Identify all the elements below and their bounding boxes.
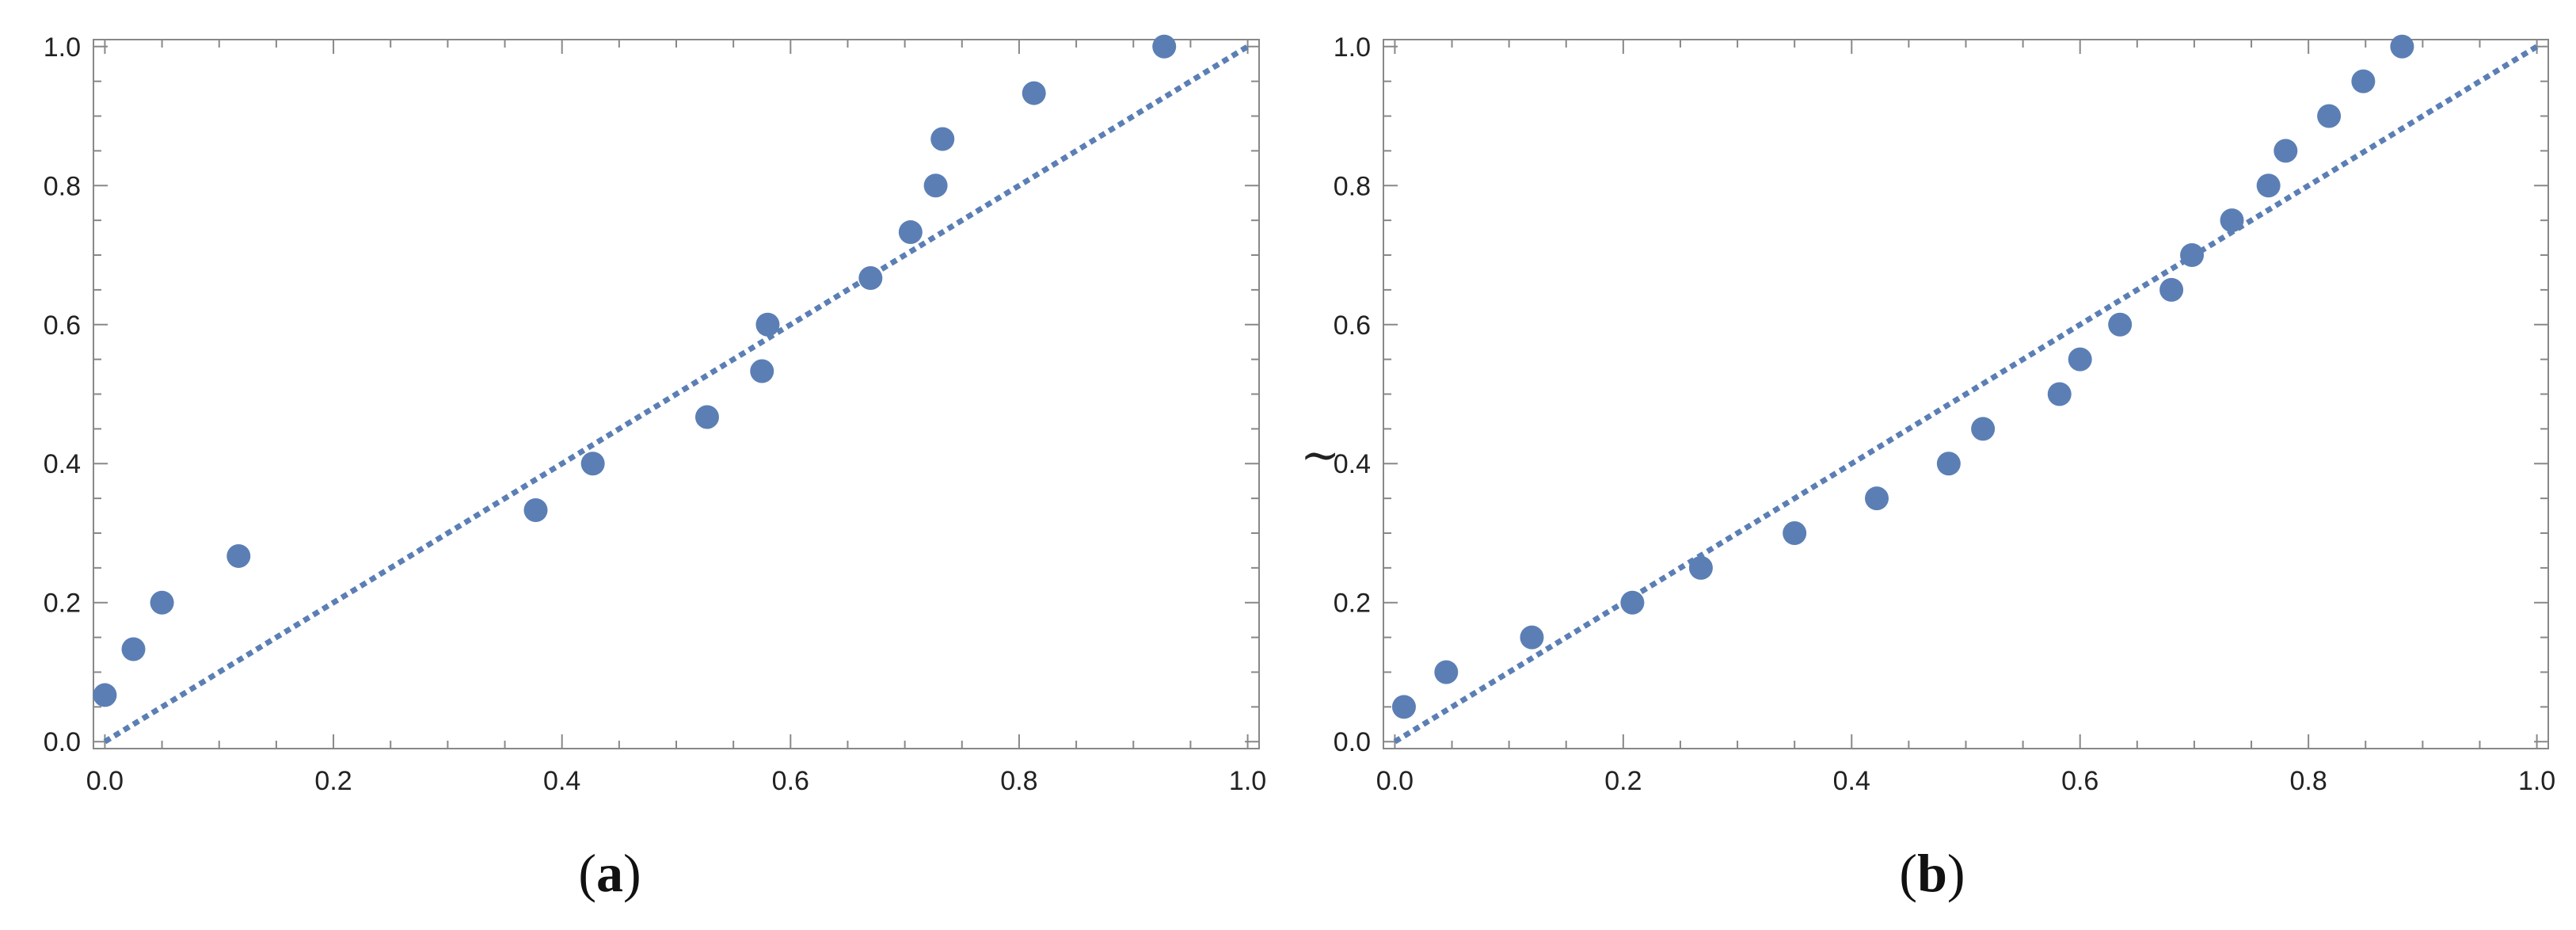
data-point — [2068, 347, 2092, 372]
data-point — [1520, 625, 1544, 650]
data-point — [858, 265, 883, 290]
y-tick-label: 0.6 — [1334, 311, 1371, 341]
y-tick-label: 0.8 — [44, 171, 81, 201]
data-point — [1434, 660, 1459, 684]
caption-close-paren: ) — [1947, 843, 1965, 903]
data-point — [694, 405, 719, 429]
chart-panel-b: 0.0 0.2 0.4 0.6 0.8 1.0 0.0 0.2 0.4 0.6 0.8 1.0 (b) ~ — [1300, 32, 2555, 903]
data-point — [898, 220, 923, 245]
data-point — [580, 452, 605, 476]
data-point — [2390, 34, 2414, 59]
data-point — [150, 590, 174, 615]
data-point — [2108, 312, 2133, 337]
x-tick-label: 1.0 — [1229, 766, 1266, 796]
data-point — [2220, 208, 2244, 233]
reference-line — [1393, 44, 2539, 745]
data-point — [1971, 417, 1996, 441]
panel-caption: (a) — [578, 843, 641, 903]
reference-line — [103, 44, 1250, 745]
data-point — [1022, 81, 1046, 105]
y-tick-label: 0.0 — [1334, 727, 1371, 757]
caption-close-paren: ) — [623, 843, 641, 903]
caption-letter: a — [596, 843, 623, 903]
data-point — [2047, 382, 2072, 406]
data-point — [2180, 243, 2205, 268]
data-point — [1865, 486, 1889, 511]
data-point — [1391, 695, 1416, 719]
data-point — [1783, 520, 1807, 545]
data-point — [1936, 452, 1961, 476]
y-tick-label: 0.8 — [1334, 171, 1371, 201]
y-tick-label: 0.4 — [44, 449, 81, 479]
x-tick-label: 0.4 — [1833, 766, 1870, 796]
data-point — [226, 543, 251, 568]
data-point — [2159, 277, 2184, 302]
x-tick-label: 0.0 — [86, 766, 124, 796]
data-point — [755, 312, 780, 337]
data-point — [750, 359, 774, 383]
side-glyph: ~ — [1300, 428, 1340, 483]
data-point — [923, 173, 948, 198]
data-point — [2351, 69, 2376, 93]
y-tick-label: 0.6 — [44, 311, 81, 341]
y-tick-label: 0.2 — [1334, 589, 1371, 619]
panel-caption: (b) — [1899, 843, 1965, 903]
chart-panel-a: 0.0 0.2 0.4 0.6 0.8 1.0 0.0 0.2 0.4 0.6 0.8 1.0 (a) — [44, 32, 1266, 903]
x-tick-label: 0.8 — [1000, 766, 1037, 796]
data-point — [2256, 173, 2281, 198]
data-point — [1620, 590, 1645, 615]
data-point — [2274, 139, 2298, 163]
x-tick-label: 0.8 — [2290, 766, 2327, 796]
caption-letter: b — [1917, 843, 1947, 903]
caption-open-paren: ( — [578, 843, 596, 903]
x-tick-label: 0.4 — [543, 766, 580, 796]
data-point — [930, 127, 955, 151]
data-point — [121, 637, 146, 661]
y-tick-label: 1.0 — [44, 32, 81, 63]
x-tick-label: 0.0 — [1376, 766, 1414, 796]
data-point — [523, 498, 548, 523]
data-point — [1688, 555, 1713, 580]
caption-open-paren: ( — [1899, 843, 1917, 903]
x-tick-label: 1.0 — [2518, 766, 2555, 796]
y-tick-label: 0.2 — [44, 589, 81, 619]
x-tick-label: 0.6 — [2061, 766, 2098, 796]
x-tick-label: 0.2 — [314, 766, 352, 796]
y-tick-label: 1.0 — [1334, 32, 1371, 63]
x-tick-label: 0.2 — [1604, 766, 1642, 796]
y-tick-label: 0.0 — [44, 727, 81, 757]
data-point — [93, 683, 117, 707]
y-tick-label: 0.4 — [1334, 449, 1371, 479]
data-point — [2317, 104, 2342, 128]
data-point — [1152, 34, 1177, 59]
x-tick-label: 0.6 — [772, 766, 809, 796]
